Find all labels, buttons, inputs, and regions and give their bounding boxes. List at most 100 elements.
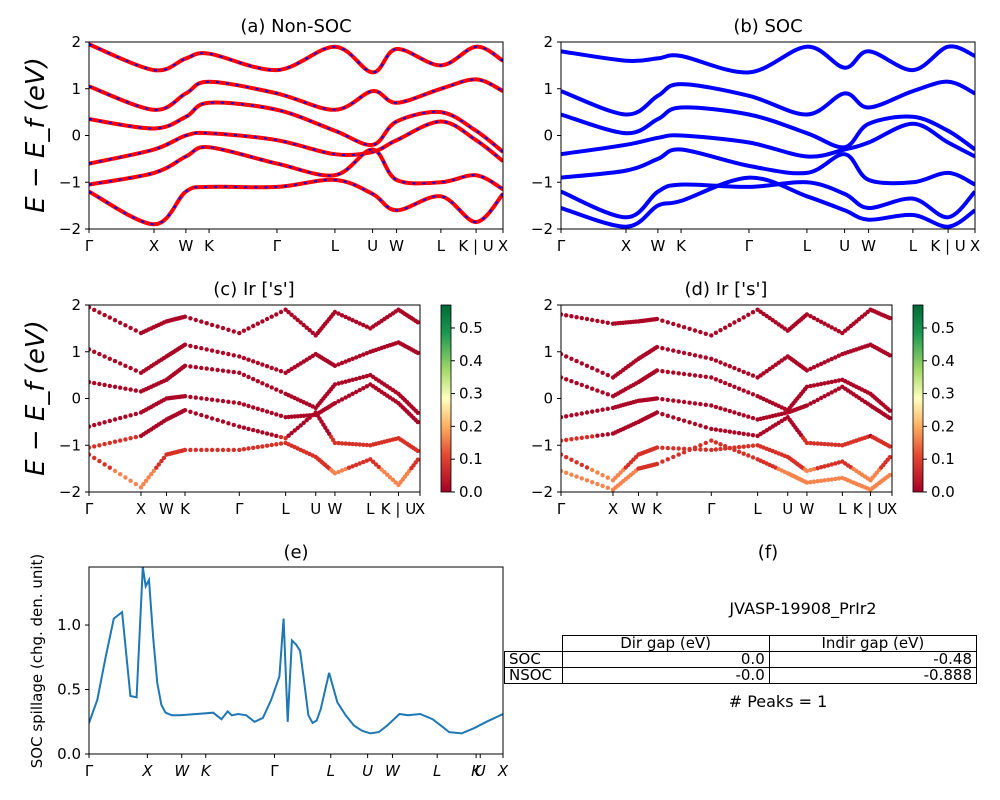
- ytick-label: 0.5: [57, 681, 81, 699]
- projection-dot: [289, 312, 294, 317]
- projection-dot: [283, 436, 288, 441]
- projection-dot: [822, 381, 827, 386]
- ytick-label: −1: [59, 173, 81, 191]
- projection-dot: [574, 315, 579, 320]
- projection-dot: [815, 317, 820, 323]
- gap-table-container: Dir gap (eV) Indir gap (eV) SOC 0.0 -0.4…: [504, 635, 978, 684]
- gap-table-cell-indir: -0.888: [768, 667, 978, 684]
- projection-dot: [595, 408, 600, 413]
- projection-dot: [732, 384, 737, 389]
- projection-dot: [346, 393, 352, 398]
- projection-dot: [123, 437, 128, 442]
- xtick-label: X: [149, 237, 159, 255]
- gap-table-cell-dir: -0.0: [561, 667, 770, 684]
- projection-dot: [151, 468, 156, 474]
- projection-dot: [336, 399, 341, 404]
- projection-dot: [709, 356, 714, 361]
- projection-dot: [269, 314, 274, 319]
- projection-dot: [750, 455, 756, 460]
- band-line-soc: [561, 121, 975, 159]
- projection-dot: [727, 364, 732, 369]
- projection-dot: [665, 347, 670, 352]
- projection-dot: [569, 356, 574, 361]
- xtick-label: Γ: [85, 762, 94, 780]
- projection-dot: [278, 441, 284, 446]
- projection-dot: [692, 401, 698, 406]
- projection-dot: [361, 386, 366, 391]
- projection-dot: [188, 343, 193, 349]
- projection-dot: [761, 311, 766, 317]
- projection-dot: [692, 421, 698, 427]
- colorbar-tick-label: 0.5: [459, 319, 483, 337]
- projection-dot: [681, 399, 687, 405]
- xtick-label: Γ: [85, 500, 94, 518]
- projection-dot: [584, 465, 590, 470]
- projection-dot: [703, 402, 708, 407]
- projection-dot: [660, 397, 665, 402]
- projection-dot: [336, 381, 341, 386]
- projection-dot: [364, 373, 369, 379]
- projection-dot: [274, 442, 279, 447]
- panel-f-title: (f): [758, 542, 778, 563]
- projection-dot: [574, 460, 579, 465]
- projection-dot: [822, 321, 827, 326]
- projection-dot: [590, 317, 595, 323]
- projection-dot: [564, 437, 569, 443]
- projection-dot: [354, 319, 359, 324]
- projection-dot: [343, 379, 348, 384]
- projection-dot: [112, 358, 118, 364]
- projection-dot: [332, 363, 338, 368]
- colorbar-tick-label: 0.1: [459, 450, 483, 468]
- projection-dot: [605, 432, 610, 437]
- projection-dot: [118, 438, 123, 443]
- projection-dot: [255, 360, 260, 366]
- projection-dot: [231, 329, 236, 334]
- projection-dot: [278, 309, 284, 315]
- xtick-label: Γ: [273, 237, 282, 255]
- projection-dot: [681, 418, 687, 423]
- projection-dot: [346, 316, 352, 321]
- projection-dot: [97, 458, 102, 464]
- projection-dot: [676, 371, 681, 376]
- projection-dot: [251, 445, 256, 450]
- projection-dot: [826, 380, 831, 385]
- panel-c-title: (c) Ir ['s']: [213, 279, 294, 300]
- projection-dot: [112, 439, 118, 444]
- projection-dot: [278, 369, 284, 374]
- colorbar-tick-label: 0.0: [459, 483, 483, 501]
- projection-dot: [709, 447, 714, 453]
- projection-dot: [718, 446, 723, 452]
- projection-dot: [246, 446, 251, 451]
- projection-dot: [826, 442, 831, 447]
- projection-dot: [687, 372, 692, 377]
- ytick-label: 2: [543, 33, 553, 51]
- projection-dot: [92, 455, 97, 461]
- projection-dot: [188, 409, 193, 414]
- projection-dot: [887, 472, 892, 478]
- projection-dot: [687, 420, 692, 425]
- projection-dot: [346, 358, 352, 363]
- projection-dot: [818, 395, 824, 401]
- projection-dot: [141, 481, 146, 487]
- projection-dot: [654, 461, 660, 467]
- projection-dot: [750, 415, 756, 421]
- projection-dot: [182, 363, 188, 368]
- xtick-label: L: [909, 237, 918, 255]
- projection-dot: [346, 378, 352, 383]
- xtick-label: U: [475, 762, 486, 780]
- projection-dot: [811, 466, 817, 472]
- projection-dot: [339, 380, 345, 385]
- projection-dot: [561, 375, 564, 380]
- xtick-label: W: [650, 237, 665, 255]
- projection-dot: [361, 374, 366, 380]
- projection-dot: [811, 383, 817, 388]
- projection-dot: [822, 464, 827, 469]
- projection-dot: [364, 442, 369, 448]
- projection-dot: [118, 385, 123, 390]
- projection-dot: [887, 444, 892, 449]
- projection-dot: [818, 361, 824, 367]
- projection-dot: [561, 312, 564, 317]
- projection-dot: [339, 397, 345, 402]
- xtick-label: W: [174, 762, 190, 780]
